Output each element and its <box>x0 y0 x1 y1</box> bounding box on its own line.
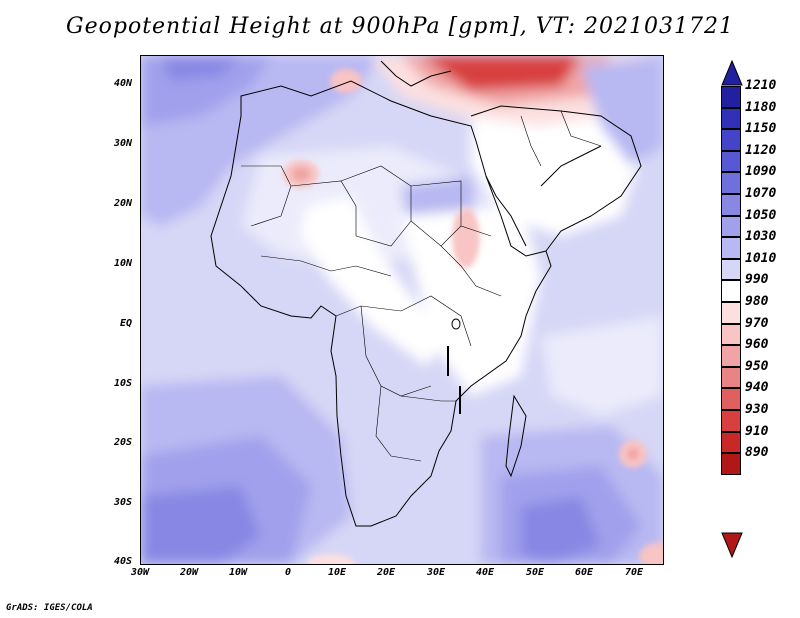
lon-label-30e: 30E <box>426 567 446 578</box>
colorbar-label: 1010 <box>745 250 777 266</box>
credit-text: GrADS: IGES/COLA <box>6 603 93 613</box>
lat-label-30s: 30S <box>113 497 132 508</box>
lat-label-40n: 40N <box>113 78 132 89</box>
lon-label-60e: 60E <box>574 567 594 578</box>
lon-label-10e: 10E <box>327 567 347 578</box>
colorbar-label: 1030 <box>745 229 777 245</box>
colorbar-box <box>721 453 741 475</box>
lat-label-eq: EQ <box>119 318 132 329</box>
colorbar-label: 1050 <box>745 207 777 223</box>
height-field-shading <box>141 56 663 564</box>
colorbar-box <box>721 107 741 130</box>
lat-label-10s: 10S <box>113 378 132 389</box>
colorbar-box <box>721 345 741 367</box>
lat-label-20n: 20N <box>113 198 132 209</box>
lon-label-20e: 20E <box>376 567 396 578</box>
colorbar-label: 1180 <box>745 99 777 115</box>
colorbar-box <box>721 194 741 216</box>
colorbar-top-arrow <box>721 60 743 86</box>
lon-label-70e: 70E <box>624 567 644 578</box>
small-lows <box>283 69 663 564</box>
colorbar-label: 890 <box>745 445 769 461</box>
lakes-and-islands <box>447 318 461 414</box>
colorbar-label: 980 <box>745 294 769 309</box>
lon-label-0: 0 <box>284 567 292 578</box>
colorbar-bottom-arrow <box>721 532 743 558</box>
colorbar-box <box>721 410 741 432</box>
lon-label-40e: 40E <box>475 567 495 578</box>
colorbar-label: 960 <box>745 337 769 353</box>
colorbar-label: 940 <box>745 380 769 396</box>
coastlines <box>210 60 642 527</box>
colorbar-box <box>721 215 741 238</box>
country-borders <box>241 110 602 462</box>
colorbar-label: 1210 <box>745 78 777 93</box>
colorbar-box <box>721 172 741 194</box>
colorbar-box <box>721 86 741 108</box>
colorbar-label: 910 <box>745 423 769 439</box>
colorbar-label: 990 <box>745 272 769 288</box>
colorbar-box <box>721 431 741 454</box>
colorbar-box <box>721 129 741 151</box>
colorbar-label: 950 <box>745 358 769 374</box>
colorbar-box <box>721 302 741 324</box>
colorbar-box <box>721 388 741 410</box>
colorbar-box <box>721 237 741 259</box>
colorbar-box <box>721 150 741 173</box>
colorbar-box <box>721 323 741 346</box>
map-plot-area <box>140 55 664 565</box>
lat-label-30n: 30N <box>113 138 132 149</box>
colorbar-label: 1120 <box>745 142 777 158</box>
lat-label-20s: 20S <box>113 437 132 448</box>
colorbar-label: 1070 <box>745 186 777 201</box>
colorbar-box <box>721 280 741 302</box>
chart-title: Geopotential Height at 900hPa [gpm], VT:… <box>66 14 734 39</box>
lon-label-30w: 30W <box>130 567 150 578</box>
colorbar-label: 1150 <box>745 121 777 137</box>
colorbar-label: 930 <box>745 402 769 417</box>
colorbar-box <box>721 258 741 281</box>
colorbar-label: 970 <box>745 315 769 331</box>
colorbar-label: 1090 <box>745 164 777 180</box>
lat-label-40s: 40S <box>113 556 132 567</box>
lat-label-10n: 10N <box>113 258 132 269</box>
colorbar-box <box>721 366 741 389</box>
lon-label-50e: 50E <box>525 567 545 578</box>
lon-label-20w: 20W <box>179 567 199 578</box>
lon-label-10w: 10W <box>228 567 248 578</box>
